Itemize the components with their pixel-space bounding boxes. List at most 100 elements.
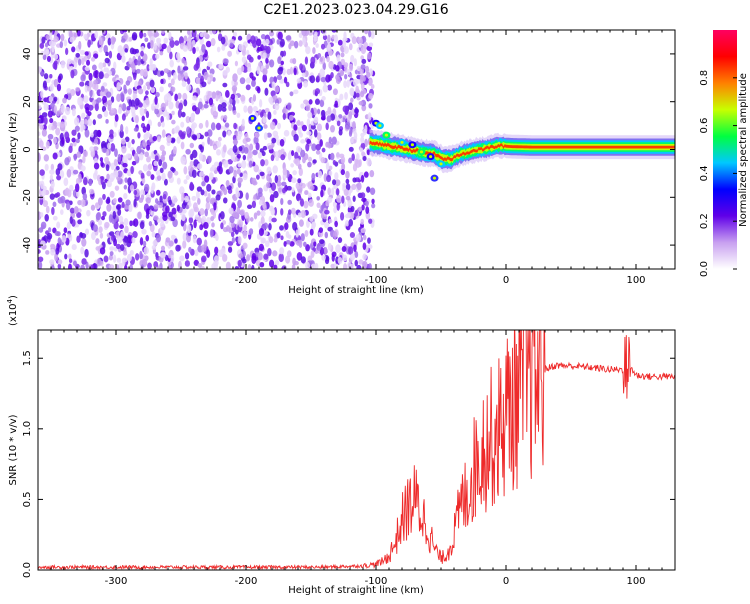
noise-blob — [95, 202, 99, 208]
noise-blob — [292, 221, 298, 231]
noise-blob — [105, 118, 109, 124]
noise-blob — [274, 260, 280, 266]
noise-blob — [123, 184, 128, 190]
noise-blob — [366, 52, 372, 60]
noise-blob — [320, 189, 324, 198]
noise-blob — [360, 64, 366, 70]
noise-blob — [234, 60, 239, 67]
noise-blob — [252, 94, 257, 102]
noise-blob — [304, 190, 309, 196]
noise-blob — [181, 57, 185, 64]
noise-blob — [218, 249, 224, 258]
noise-blob — [258, 221, 262, 229]
noise-blob — [225, 90, 230, 98]
noise-blob — [310, 124, 316, 130]
noise-blob — [79, 97, 84, 106]
noise-blob — [209, 68, 215, 75]
noise-blob — [45, 205, 50, 214]
noise-blob — [121, 145, 127, 154]
noise-blob — [319, 57, 323, 62]
noise-blob — [64, 157, 70, 166]
noise-blob — [230, 222, 236, 228]
noise-blob — [45, 250, 50, 255]
noise-blob — [105, 164, 110, 172]
noise-blob — [304, 230, 309, 238]
noise-blob — [56, 110, 60, 117]
noise-blob — [232, 73, 238, 82]
noise-blob — [349, 253, 356, 261]
noise-blob — [92, 119, 96, 126]
noise-blob — [54, 252, 59, 262]
noise-blob — [186, 84, 192, 92]
noise-blob — [134, 97, 140, 106]
noise-blob — [232, 145, 238, 153]
noise-blob — [361, 204, 365, 211]
noise-blob — [191, 105, 197, 112]
noise-blob — [145, 213, 150, 219]
noise-blob — [164, 254, 169, 262]
noise-blob — [201, 141, 205, 147]
noise-blob — [359, 147, 364, 153]
noise-blob — [76, 151, 82, 158]
noise-blob — [117, 208, 122, 216]
noise-blob — [349, 232, 356, 239]
snr-ylabel: SNR (10 * v/v) — [8, 414, 19, 485]
noise-blob — [259, 111, 264, 118]
noise-blob — [168, 31, 172, 39]
noise-blob — [82, 192, 88, 201]
colorbar-gradient — [713, 30, 737, 269]
noise-blob — [83, 33, 88, 40]
noise-blob — [276, 181, 282, 187]
noise-blob — [298, 167, 303, 177]
signal-blob-core — [432, 176, 437, 180]
noise-blob — [370, 83, 375, 90]
noise-blob — [241, 56, 247, 64]
noise-blob — [344, 107, 349, 116]
noise-blob — [321, 254, 326, 261]
noise-blob — [113, 61, 117, 70]
noise-blob — [192, 202, 198, 211]
colorbar-tick-label: 0.4 — [699, 165, 710, 181]
noise-blob — [269, 194, 275, 203]
noise-blob — [336, 194, 342, 204]
noise-blob — [370, 30, 375, 39]
noise-blob — [352, 121, 356, 130]
noise-blob — [342, 39, 347, 49]
noise-blob — [102, 193, 106, 200]
noise-blob — [83, 95, 89, 104]
noise-blob — [360, 227, 366, 234]
noise-blob — [207, 129, 213, 137]
noise-blob — [299, 132, 303, 138]
noise-blob — [74, 117, 80, 126]
noise-blob — [356, 79, 361, 84]
noise-blob — [280, 148, 285, 154]
noise-blob — [38, 233, 41, 240]
noise-blob — [49, 169, 55, 175]
noise-blob — [133, 73, 137, 80]
noise-blob — [193, 219, 197, 229]
noise-blob — [297, 178, 302, 184]
noise-blob — [336, 202, 340, 211]
noise-blob — [265, 46, 271, 54]
noise-blob — [90, 57, 96, 62]
noise-blob — [168, 211, 173, 218]
noise-blob — [174, 40, 180, 46]
noise-blob — [300, 209, 306, 218]
noise-blob — [210, 37, 216, 47]
noise-blob — [60, 209, 64, 215]
noise-blob — [227, 50, 233, 57]
noise-blob — [222, 69, 228, 76]
signal-blob-core — [439, 162, 443, 166]
noise-blob — [197, 72, 202, 79]
noise-blob — [64, 253, 68, 260]
noise-blob — [142, 53, 148, 62]
noise-blob — [146, 144, 151, 151]
noise-blob — [152, 135, 158, 142]
noise-blob — [38, 153, 41, 162]
noise-blob — [232, 87, 237, 96]
noise-blob — [287, 102, 291, 111]
noise-blob — [258, 187, 263, 194]
noise-blob — [281, 187, 287, 194]
noise-blob — [109, 190, 115, 198]
noise-blob — [78, 40, 82, 50]
